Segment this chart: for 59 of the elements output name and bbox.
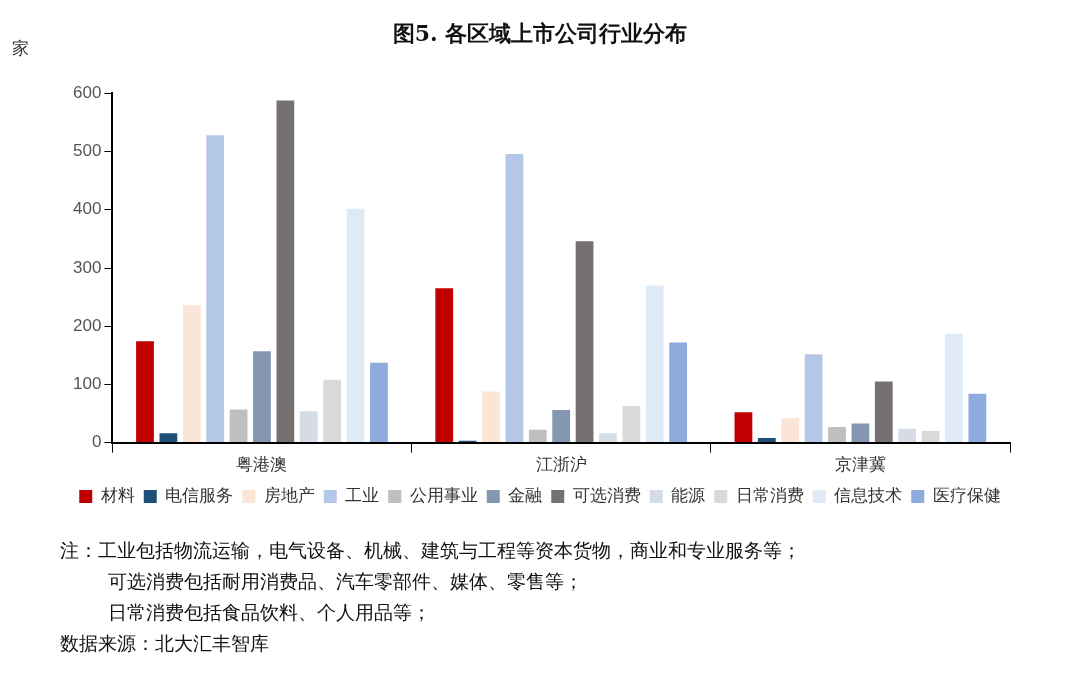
x-tick-label: 江浙沪 [535, 455, 587, 475]
bar [182, 305, 201, 443]
legend-label: 公用事业 [409, 486, 478, 506]
bar [159, 433, 178, 443]
bar [299, 411, 318, 443]
source-note: 数据来源：北大汇丰智库 [60, 631, 270, 656]
text: 日常消费包括食品饮料、个人用品等； [107, 600, 432, 625]
bar [575, 241, 594, 443]
y-tick-label: 600 [72, 83, 102, 103]
bar [206, 135, 225, 443]
text: 注：工业包括物流运输，电气设备、机械、建筑与工程等资本货物，商业和专业服务等； [60, 538, 801, 563]
chart-title: 图5. 各区域上市公司行业分布 [392, 19, 688, 46]
bar [645, 285, 664, 443]
y-tick-label: 500 [72, 141, 102, 161]
bar [921, 430, 940, 443]
bar [435, 288, 454, 443]
bar [968, 393, 987, 443]
y-tick-label: 200 [72, 315, 102, 335]
text: 可选消费包括耐用消费品、汽车零部件、媒体、零售等； [107, 569, 584, 594]
bar [851, 423, 870, 443]
bar [253, 351, 271, 443]
bar [528, 429, 547, 443]
bar [734, 412, 753, 443]
bar [804, 354, 823, 443]
y-tick-label: 300 [72, 257, 102, 277]
bar [552, 410, 571, 443]
legend-label: 金融 [508, 486, 543, 506]
legend-label: 电信服务 [165, 486, 234, 506]
legend-label: 工业 [345, 486, 380, 506]
legend-label: 房地产 [263, 486, 315, 506]
bar [323, 379, 342, 443]
legend-label: 材料 [99, 486, 135, 506]
y-tick-label: 0 [91, 432, 102, 452]
bar [945, 333, 963, 443]
legend-label: 可选消费 [572, 486, 641, 506]
x-tick-label: 京津冀 [834, 455, 886, 475]
bar [669, 342, 688, 443]
bar [229, 409, 248, 443]
bar [505, 153, 524, 443]
bar [898, 428, 917, 443]
y-tick-label: 100 [72, 374, 102, 394]
legend-label: 日常消费 [735, 486, 804, 506]
bar [370, 362, 388, 443]
bar [599, 433, 617, 443]
bar [781, 418, 800, 443]
bar [828, 426, 846, 443]
x-tick-label: 粤港澳 [236, 455, 288, 475]
bar [276, 100, 295, 443]
bar [136, 341, 154, 443]
legend-label: 信息技术 [834, 486, 903, 506]
legend-label: 医疗保健 [932, 486, 1001, 506]
bar [482, 391, 500, 443]
bar [622, 405, 641, 443]
legend-label: 能源 [671, 486, 706, 506]
bar [757, 437, 776, 443]
bar [874, 381, 893, 443]
y-axis-title: 家 [11, 38, 29, 59]
y-tick-label: 400 [72, 199, 102, 219]
bar [346, 208, 365, 443]
